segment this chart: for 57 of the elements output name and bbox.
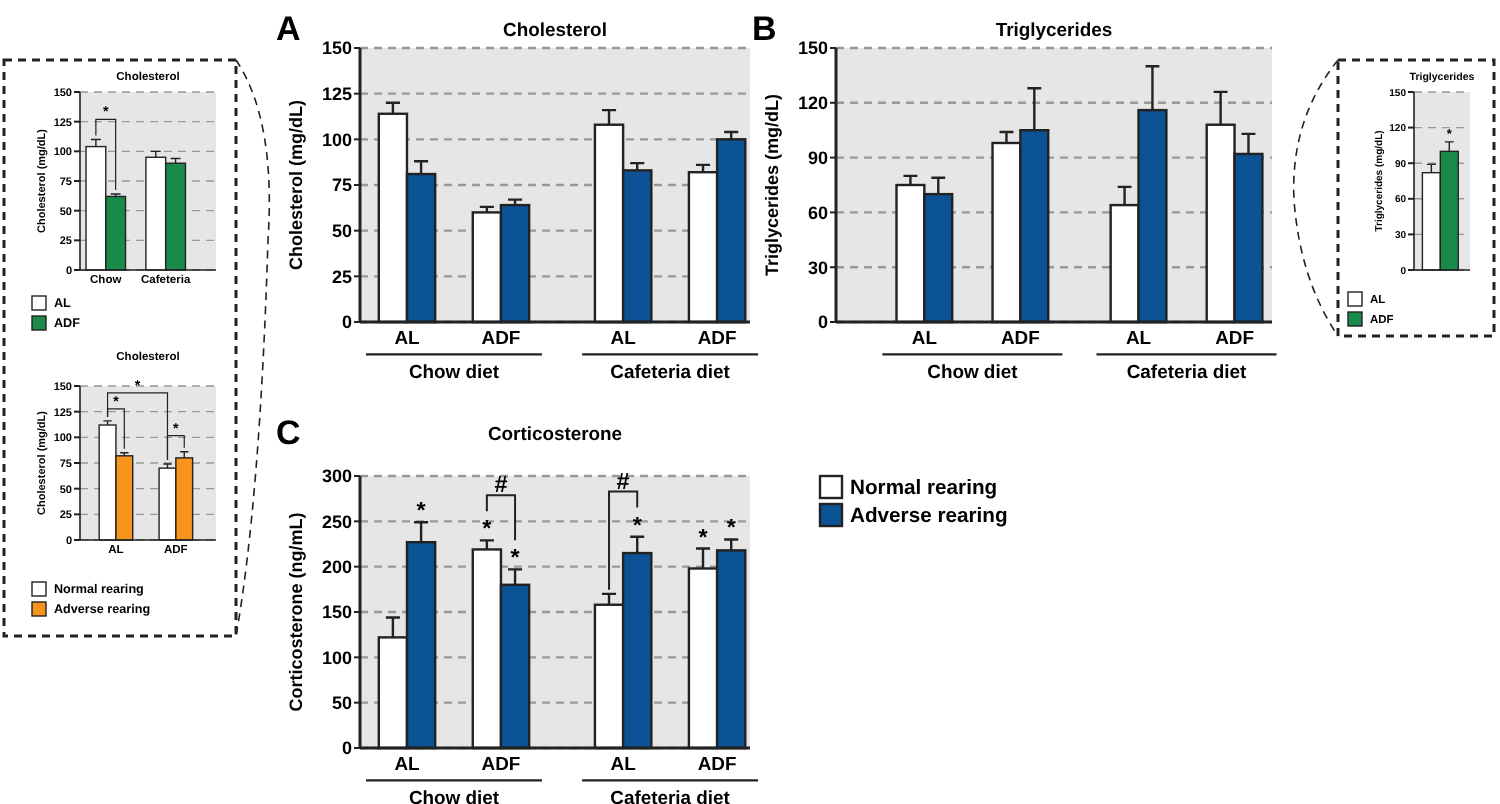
data-label: * bbox=[698, 524, 709, 551]
y-axis-title: Triglycerides (mg/dL) bbox=[762, 93, 783, 277]
y-tick-label: 0 bbox=[817, 312, 828, 333]
chart-title: Triglycerides bbox=[995, 20, 1113, 42]
annotation: # bbox=[616, 468, 631, 495]
y-tick-label: 75 bbox=[331, 175, 352, 196]
data-label: * bbox=[510, 545, 521, 572]
text: A bbox=[276, 10, 301, 48]
y-tick-label: 125 bbox=[321, 83, 352, 104]
y-tick-label: 250 bbox=[321, 511, 352, 532]
y-tick-label: 300 bbox=[321, 466, 352, 487]
text: Cafeteria diet bbox=[610, 787, 732, 804]
text: C bbox=[276, 414, 301, 452]
text: Chow diet bbox=[927, 361, 1020, 384]
text: B bbox=[752, 10, 777, 48]
text: Chow diet bbox=[408, 361, 501, 384]
data-label: * bbox=[726, 515, 737, 542]
x-tick-label: ADF bbox=[697, 327, 737, 350]
y-tick-label: 60 bbox=[807, 202, 828, 223]
y-tick-label: 0 bbox=[341, 312, 352, 333]
y-tick-label: 30 bbox=[807, 257, 828, 278]
y-axis-title: Cholesterol (mg/dL) bbox=[286, 100, 307, 270]
x-tick-label: AL bbox=[610, 753, 637, 776]
y-tick-label: 150 bbox=[321, 602, 352, 623]
x-tick-label: ADF bbox=[481, 327, 521, 350]
x-tick-label: ADF bbox=[1215, 327, 1255, 350]
y-tick-label: 50 bbox=[331, 220, 352, 241]
x-tick-label: AL bbox=[911, 327, 938, 350]
x-tick-label: AL bbox=[394, 327, 421, 350]
y-tick-label: 25 bbox=[331, 266, 352, 287]
data-label: * bbox=[482, 516, 493, 543]
text: Cafeteria diet bbox=[610, 361, 732, 384]
data-label: * bbox=[416, 498, 427, 525]
y-axis-title: Corticosterone (ng/mL) bbox=[286, 512, 307, 712]
annotation: # bbox=[494, 472, 509, 499]
y-tick-label: 120 bbox=[797, 93, 828, 114]
y-tick-label: 0 bbox=[341, 738, 352, 759]
y-tick-label: 50 bbox=[331, 692, 352, 713]
y-tick-label: 90 bbox=[807, 147, 828, 168]
legend-label: Adverse rearing bbox=[850, 506, 1008, 529]
x-tick-label: ADF bbox=[697, 753, 737, 776]
y-tick-label: 100 bbox=[321, 647, 352, 668]
y-tick-label: 150 bbox=[321, 38, 352, 59]
x-tick-label: AL bbox=[610, 327, 637, 350]
x-tick-label: AL bbox=[1125, 327, 1152, 350]
y-tick-label: 200 bbox=[321, 556, 352, 577]
text: Chow diet bbox=[408, 787, 501, 804]
chart-title: Corticosterone bbox=[487, 424, 623, 446]
data-label: * bbox=[632, 512, 643, 539]
legend-label: Normal rearing bbox=[850, 478, 998, 501]
x-tick-label: ADF bbox=[1000, 327, 1041, 350]
x-tick-label: AL bbox=[394, 753, 421, 776]
y-tick-label: 150 bbox=[797, 38, 828, 59]
text: Cafeteria diet bbox=[1126, 361, 1249, 384]
chart-title: Cholesterol bbox=[503, 20, 607, 42]
y-tick-label: 100 bbox=[321, 129, 352, 150]
x-tick-label: ADF bbox=[481, 753, 521, 776]
